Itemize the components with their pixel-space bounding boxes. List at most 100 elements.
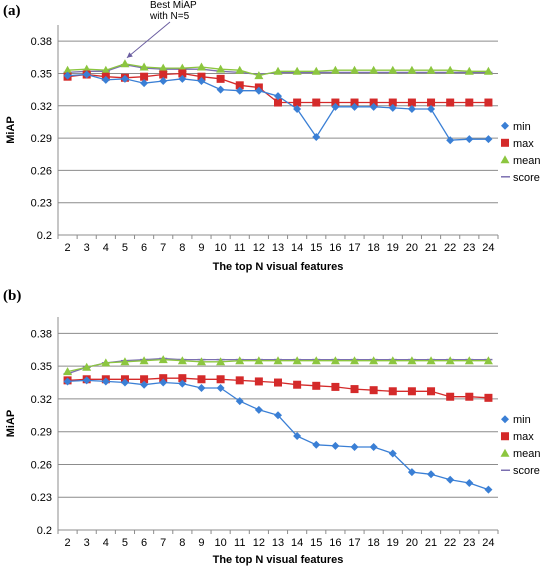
data-point-max — [407, 98, 416, 107]
data-point-min — [312, 440, 321, 449]
data-point-min — [293, 105, 302, 113]
data-point-min — [427, 105, 436, 113]
data-point-min — [235, 397, 244, 406]
data-point-min — [82, 70, 91, 79]
x-tick-label: 2 — [65, 537, 71, 549]
data-point-max — [235, 81, 244, 90]
x-tick-label: 15 — [310, 537, 322, 549]
data-point-max — [293, 380, 302, 389]
x-tick-label: 21 — [425, 242, 437, 254]
x-tick-label: 22 — [444, 537, 456, 549]
data-point-mean — [158, 355, 168, 364]
data-point-min — [235, 86, 244, 95]
x-tick-label: 19 — [387, 242, 399, 254]
data-point-min — [159, 378, 168, 387]
data-point-mean — [196, 62, 206, 71]
x-tick-label: 18 — [368, 242, 380, 254]
data-point-mean — [235, 356, 245, 365]
data-point-mean — [254, 71, 264, 80]
data-point-mean — [63, 65, 73, 74]
data-point-max — [293, 98, 302, 107]
data-point-mean — [177, 356, 187, 365]
x-tick-label: 20 — [406, 242, 418, 254]
chart-panel-b: (b)0.20.230.260.290.320.350.382 3 4 5 6 7 8 9 10… — [3, 288, 541, 566]
y-tick-label: 0.29 — [31, 133, 52, 145]
data-point-min — [254, 405, 263, 414]
data-point-max — [484, 98, 493, 107]
data-point-min — [216, 85, 225, 94]
data-point-mean — [407, 356, 417, 365]
data-point-min — [197, 384, 206, 392]
panel-label: (b) — [3, 288, 21, 304]
x-tick-label: 21 — [425, 537, 437, 549]
data-point-max — [159, 374, 168, 383]
x-tick-label: 17 — [348, 242, 360, 254]
data-point-mean — [350, 65, 360, 74]
x-tick-label: 7 — [160, 537, 166, 549]
data-point-max — [465, 392, 474, 401]
x-tick-label: 9 — [198, 242, 204, 254]
data-point-min — [331, 441, 340, 450]
data-point-min — [369, 442, 378, 451]
data-point-max — [331, 382, 340, 391]
y-tick-label: 0.2 — [37, 525, 52, 537]
data-point-max — [446, 98, 455, 107]
annotation-text: with N=5 — [149, 11, 190, 22]
data-point-min — [427, 470, 436, 479]
data-point-max — [350, 385, 359, 394]
legend-label-max: max — [513, 431, 534, 443]
x-tick-label: 23 — [463, 242, 475, 254]
y-tick-label: 0.38 — [31, 36, 52, 48]
y-tick-label: 0.32 — [31, 101, 52, 113]
data-point-mean — [311, 66, 321, 75]
data-point-max — [216, 375, 225, 384]
data-point-mean — [273, 356, 283, 365]
chart-panel-a: (a)0.20.230.260.290.320.350.382 3 4 5 6 7 8 9 10… — [3, 0, 541, 273]
legend-marker-min — [501, 121, 509, 130]
data-point-min — [331, 102, 340, 111]
data-point-max — [178, 69, 187, 78]
x-tick-label: 24 — [482, 242, 494, 254]
data-point-max — [178, 374, 187, 383]
legend-label-score: score — [513, 172, 540, 184]
legend-label-mean: mean — [513, 448, 541, 460]
x-tick-label: 18 — [368, 537, 380, 549]
x-tick-label: 5 — [122, 242, 128, 254]
data-point-max — [446, 392, 455, 401]
data-point-max — [427, 98, 436, 107]
legend-label-score: score — [513, 465, 540, 477]
data-point-mean — [350, 356, 360, 365]
data-point-max — [197, 375, 206, 384]
data-point-min — [465, 479, 474, 488]
legend-label-mean: mean — [513, 155, 541, 167]
data-point-min — [274, 411, 282, 420]
x-tick-label: 16 — [329, 537, 341, 549]
y-tick-label: 0.35 — [31, 361, 52, 373]
x-tick-label: 14 — [291, 242, 303, 254]
data-point-min — [63, 377, 72, 386]
data-point-mean — [464, 66, 474, 75]
series-mean — [63, 355, 493, 376]
x-tick-label: 7 — [160, 242, 166, 254]
x-tick-label: 8 — [179, 537, 185, 549]
x-tick-label: 11 — [234, 242, 245, 254]
data-point-mean — [369, 65, 379, 74]
data-point-max — [312, 381, 321, 390]
data-point-mean — [196, 357, 206, 366]
y-tick-label: 0.38 — [31, 328, 52, 340]
data-point-min — [350, 102, 359, 111]
annotation-text: Best MiAP — [150, 0, 197, 11]
series-mean — [63, 59, 493, 80]
x-tick-label: 10 — [214, 242, 226, 254]
y-axis-title: MiAP — [5, 116, 17, 144]
data-point-mean — [63, 367, 73, 376]
x-tick-label: 22 — [444, 242, 456, 254]
panel-label: (a) — [3, 3, 21, 19]
data-point-max — [427, 387, 436, 396]
data-point-mean — [101, 65, 111, 74]
data-point-min — [82, 376, 91, 385]
y-tick-label: 0.2 — [37, 230, 52, 242]
